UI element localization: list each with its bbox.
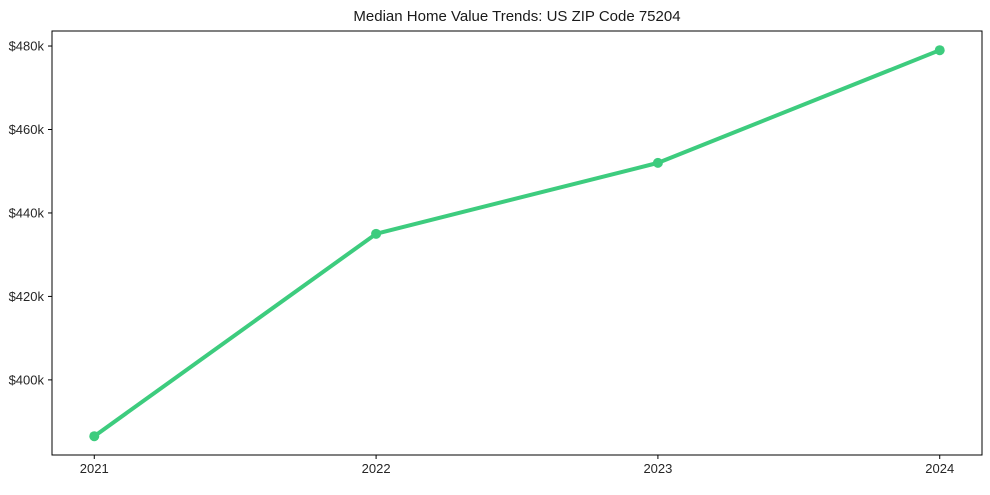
x-tick-label: 2022 <box>362 461 391 476</box>
y-tick-label: $440k <box>9 205 45 220</box>
data-point-2024 <box>934 45 945 56</box>
data-point-2022 <box>371 228 382 239</box>
data-point-2023 <box>652 157 663 168</box>
chart-title: Median Home Value Trends: US ZIP Code 75… <box>353 8 680 25</box>
data-point-2021 <box>89 431 100 442</box>
y-tick-label: $400k <box>9 372 45 387</box>
y-tick-label: $460k <box>9 122 45 137</box>
x-tick-label: 2024 <box>925 461 954 476</box>
x-tick-label: 2021 <box>80 461 109 476</box>
x-tick-label: 2023 <box>643 461 672 476</box>
y-tick-label: $420k <box>9 289 45 304</box>
plot-frame <box>51 30 983 456</box>
line-series <box>92 48 942 439</box>
y-tick-label: $480k <box>9 39 45 54</box>
